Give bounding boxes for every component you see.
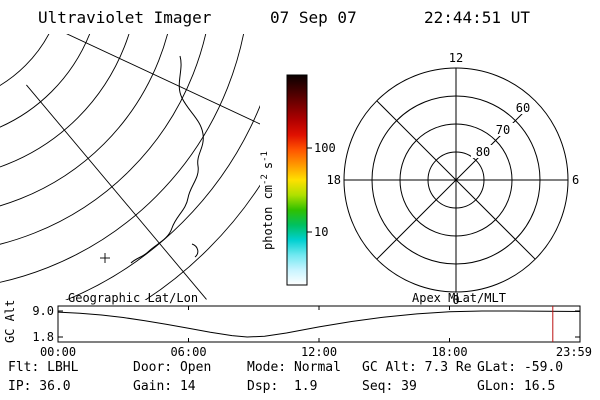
status-glon: GLon: 16.5 <box>477 379 556 394</box>
status-flt: Flt: LBHL <box>8 360 79 375</box>
xtick-label-0600: 06:00 <box>170 345 206 359</box>
colorbar-tick-label-high: 100 <box>314 141 336 155</box>
polar-grid-panel: 12 18 6 0 60 70 80 <box>327 51 580 307</box>
latitude-arc <box>0 34 207 245</box>
latitude-arc <box>0 34 168 207</box>
status-mode: Mode: Normal <box>247 360 341 375</box>
longitude-meridians <box>26 34 260 300</box>
colorbar-label-mid: s <box>261 162 275 169</box>
time-display: 22:44:51 UT <box>424 8 530 27</box>
xtick-label-2359: 23:59 <box>556 345 592 359</box>
status-ip: IP: 36.0 <box>8 379 71 394</box>
colorbar-label-main: photon cm <box>261 185 275 250</box>
polar-mlat-label-80: 80 <box>476 145 490 159</box>
ytick-label-top: 9.0 <box>32 304 54 318</box>
polar-mlat-label-70: 70 <box>496 123 510 137</box>
status-seq: Seq: 39 <box>362 379 417 394</box>
colorbar-label-sup1: -2 <box>260 174 270 185</box>
latitude-arc <box>0 34 130 168</box>
status-glat: GLat: -59.0 <box>477 360 564 375</box>
polar-mlat-label-60: 60 <box>516 101 530 115</box>
latitude-arc <box>0 34 50 86</box>
xtick-label-1800: 18:00 <box>431 345 467 359</box>
ytick-label-bottom: 1.8 <box>32 330 54 344</box>
geographic-map-panel <box>0 34 260 300</box>
xtick-label-1200: 12:00 <box>301 345 337 359</box>
colorbar: 100 10 photon cm-2 s-1 <box>260 74 336 286</box>
polar-hour-label-6: 6 <box>572 173 579 187</box>
mlat-label-backgrounds <box>471 101 535 158</box>
polar-hour-label-0: 0 <box>452 293 459 307</box>
status-door: Door: Open <box>133 360 212 375</box>
map-caption: Geographic Lat/Lon <box>68 291 198 305</box>
altitude-axis-label: GC Alt <box>3 300 17 343</box>
polar-hour-label-18: 18 <box>327 173 341 187</box>
altitude-plot: 9.0 1.8 GC Alt 00:00 06:00 12:00 18:00 2… <box>3 300 592 359</box>
status-dsp: Dsp: 1.9 <box>247 379 318 394</box>
status-gc-alt: GC Alt: 7.3 Re <box>362 360 472 375</box>
meridian-line <box>66 34 260 125</box>
colorbar-gradient <box>286 74 308 286</box>
polar-caption: Apex MLat/MLT <box>412 291 506 305</box>
coastline-path <box>130 55 204 264</box>
colorbar-tick-label-low: 10 <box>314 225 328 239</box>
latitude-arc <box>64 104 260 300</box>
meridian-line <box>26 84 207 300</box>
position-cross-marker <box>100 253 110 263</box>
colorbar-label-sup2: -1 <box>260 151 270 162</box>
xtick-label-0000: 00:00 <box>40 345 76 359</box>
altitude-curve <box>57 310 580 338</box>
latitude-arc <box>0 34 91 128</box>
date-display: 07 Sep 07 <box>270 8 357 27</box>
app-title: Ultraviolet Imager <box>38 8 212 27</box>
latitude-arc <box>0 34 244 283</box>
polar-hour-label-12: 12 <box>449 51 463 65</box>
colorbar-axis-label: photon cm-2 s-1 <box>260 151 275 250</box>
status-gain: Gain: 14 <box>133 379 196 394</box>
island-path <box>191 243 199 258</box>
